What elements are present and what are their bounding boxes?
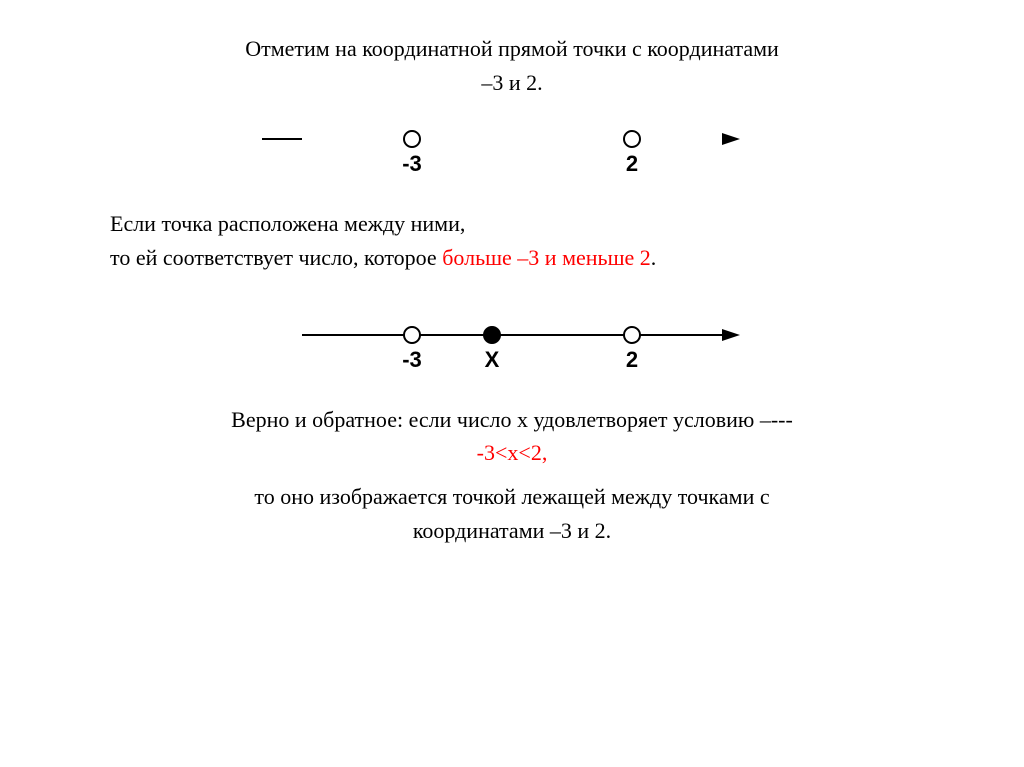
point-b <box>624 131 640 147</box>
label-b: 2 <box>626 151 638 176</box>
para2-line2: -3<x<2, <box>80 438 944 468</box>
point-a <box>404 131 420 147</box>
para1-line2: то ей соответствует число, которое больш… <box>80 243 944 273</box>
number-line-1: -3 2 <box>262 121 762 181</box>
para3-line2: координатами –3 и 2. <box>80 516 944 546</box>
para1-l2-a: то ей соответствует число, которое <box>110 245 442 270</box>
para1-l2-red: больше –3 и меньше 2 <box>442 245 651 270</box>
title-line-1: Отметим на координатной прямой точки с к… <box>80 34 944 64</box>
number-line-2: -3 X 2 <box>262 317 762 377</box>
para2-line1: Верно и обратное: если число x удовлетво… <box>80 405 944 435</box>
para2-l1-b: –--- <box>760 407 793 432</box>
title-line-2: –3 и 2. <box>80 68 944 98</box>
para3-line1: то оно изображается точкой лежащей между… <box>80 482 944 512</box>
label-a: -3 <box>402 347 422 372</box>
para1-line1: Если точка расположена между ними, <box>80 209 944 239</box>
label-b: 2 <box>626 347 638 372</box>
arrow-head <box>722 133 740 145</box>
para1-l2-c: . <box>651 245 657 270</box>
point-b <box>624 327 640 343</box>
label-x: X <box>485 347 500 372</box>
label-a: -3 <box>402 151 422 176</box>
point-x <box>484 327 500 343</box>
inequality-red: -3<x<2, <box>477 440 548 465</box>
slide: Отметим на координатной прямой точки с к… <box>0 0 1024 546</box>
arrow-head <box>722 329 740 341</box>
para2-l1-a: Верно и обратное: если число x удовлетво… <box>231 407 760 432</box>
point-a <box>404 327 420 343</box>
